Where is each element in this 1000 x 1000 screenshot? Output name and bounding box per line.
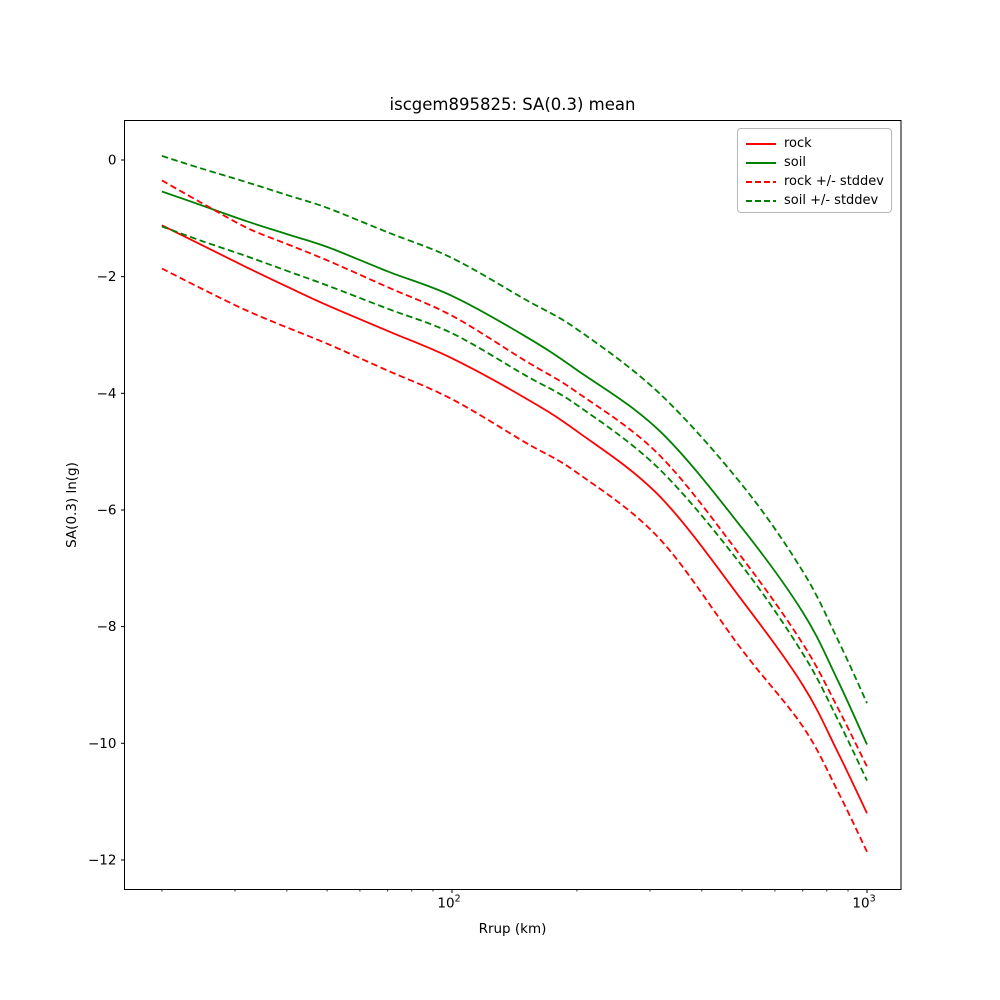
legend-line-sample [746,180,776,183]
legend-entry-label: soil +/- stddev [784,193,879,208]
curve-soil [161,190,868,745]
legend-entry-label: soil [784,155,806,170]
legend-entry-label: rock +/- stddev [784,174,884,189]
y-axis-label: SA(0.3) ln(g) [64,462,80,548]
legend-line-sample [746,142,776,145]
legend-entry-rock-stddev: rock +/- stddev [746,172,884,191]
curve-rock-stddev [161,267,868,853]
curve-soil-stddev [161,155,868,704]
legend-line-sample [746,161,776,164]
x-tick-label: 102 [437,894,460,912]
x-tick-label: 103 [852,894,875,912]
plot-border [124,120,902,890]
y-tick-label: −2 [97,269,117,285]
legend-entry-soil: soil [746,153,883,172]
legend-line-sample [746,199,776,202]
curve-rock-stddev [161,179,868,768]
y-tick-label: 0 [108,153,117,169]
legend-entry-rock: rock [746,134,883,153]
y-tick-label: −10 [88,736,117,752]
y-tick-label: −4 [97,386,117,402]
legend-entry-label: rock [784,136,812,151]
y-tick-label: −12 [88,852,117,868]
curve-soil-stddev [161,225,868,781]
x-axis-label: Rrup (km) [478,921,547,937]
legend-entry-soil-stddev: soil +/- stddev [746,191,883,210]
legend: rock soil rock +/- stddev soil +/- stddev [737,128,892,213]
chart-title: iscgem895825: SA(0.3) mean [389,95,636,114]
curve-rock [161,224,868,814]
y-tick-label: −6 [97,502,117,518]
y-tick-label: −8 [97,619,117,635]
